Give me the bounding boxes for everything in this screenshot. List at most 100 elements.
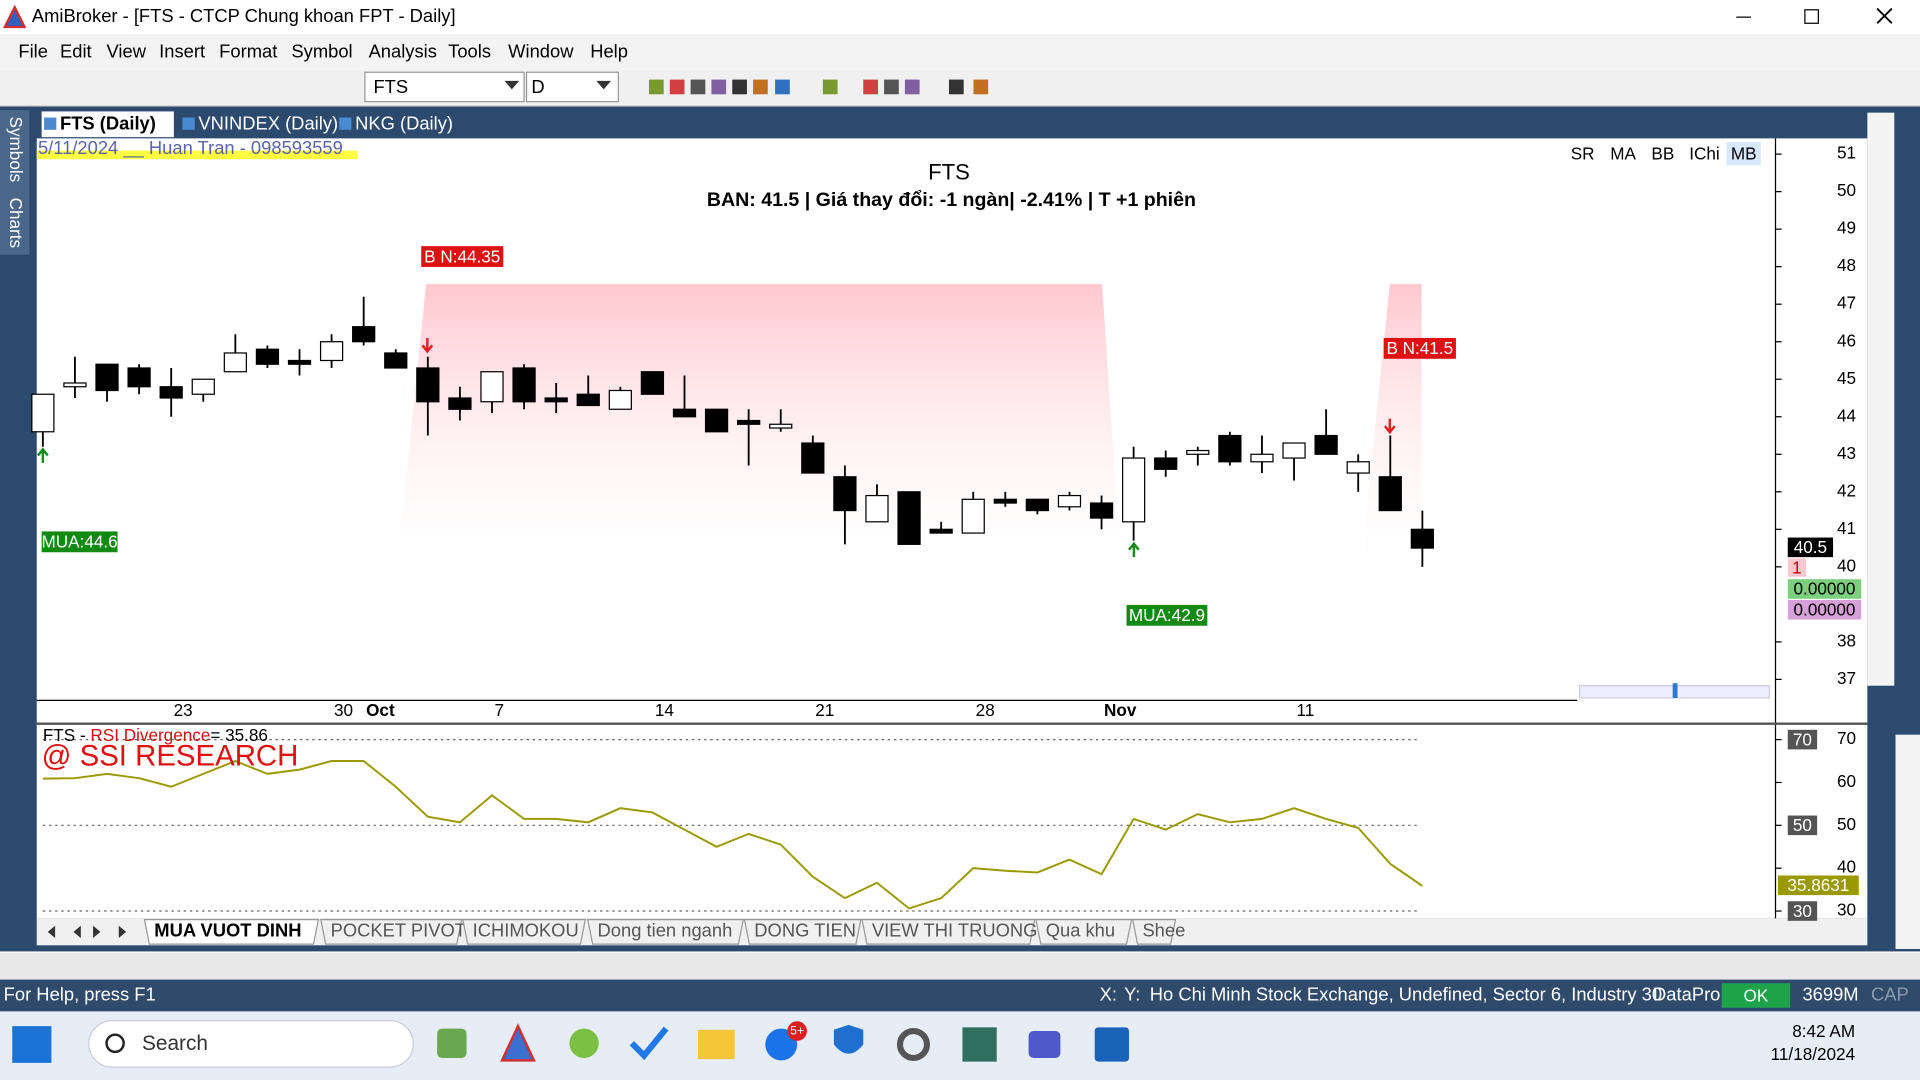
app-icon[interactable] (697, 1029, 735, 1060)
sell-zone (1361, 284, 1422, 558)
indicator-button-bg[interactable] (1567, 142, 1598, 166)
sheet-tab-label[interactable]: DONG TIEN (754, 920, 856, 941)
candle-body (801, 442, 825, 474)
sheet-tab-label[interactable]: ICHIMOKOU (473, 920, 579, 941)
chart-tab-label[interactable]: NKG (Daily) (355, 113, 453, 134)
search-box[interactable] (88, 1020, 414, 1068)
candle-body (640, 371, 665, 395)
menu-item[interactable]: Tools (448, 40, 491, 61)
candle-body (1378, 476, 1402, 512)
menu-item[interactable]: Insert (159, 40, 205, 61)
toolbar-button[interactable] (822, 79, 838, 95)
dropdown-arrow[interactable] (596, 80, 612, 90)
tab-nav[interactable] (47, 925, 127, 938)
menu-item[interactable]: Analysis (369, 40, 437, 61)
toolbar-button[interactable] (711, 79, 727, 95)
toolbar-button[interactable] (669, 79, 685, 95)
candle-body (1250, 453, 1274, 463)
sheet-tab[interactable] (1035, 918, 1133, 945)
sheet-tab[interactable] (320, 918, 463, 945)
candle-body (1346, 461, 1370, 474)
toolbar-button[interactable] (863, 79, 878, 95)
indicator-button-bg[interactable] (1726, 142, 1761, 166)
indicator-button-bg[interactable] (1602, 142, 1644, 166)
sheet-tab[interactable] (743, 918, 862, 945)
signal-label-bg (41, 531, 118, 553)
indicator-button-bg[interactable] (1645, 142, 1681, 166)
app-icon[interactable] (962, 1027, 997, 1062)
indicator-button[interactable]: BB (1651, 143, 1674, 163)
app-icon[interactable] (500, 1023, 536, 1062)
app-icon[interactable] (569, 1028, 599, 1058)
menu-item[interactable]: Edit (60, 40, 92, 61)
indicator-button[interactable]: IChi (1689, 143, 1719, 163)
start-button[interactable] (12, 1026, 52, 1063)
toolbar-button[interactable] (648, 79, 664, 95)
candle-body (737, 419, 761, 425)
x-tick-label: 7 (494, 700, 504, 720)
candle-body (352, 326, 376, 343)
buy-arrow (37, 447, 49, 463)
candle-body (865, 494, 889, 523)
side-tab[interactable]: Charts (6, 198, 26, 248)
sheet-tab[interactable] (861, 918, 1036, 945)
sheet-tab[interactable] (143, 918, 320, 945)
toolbar-button[interactable] (948, 79, 964, 95)
indicator-button-bg[interactable] (1684, 142, 1725, 166)
chart-tab-label[interactable]: VNINDEX (Daily) (198, 113, 338, 134)
app-icon[interactable] (896, 1027, 931, 1062)
y-tick-label: 43 (1837, 443, 1856, 463)
chart-tab[interactable] (41, 111, 174, 138)
candle-body (1154, 457, 1178, 470)
toolbar-button[interactable] (904, 79, 920, 95)
app-icon[interactable] (437, 1028, 467, 1058)
symbol-field[interactable]: FTS (373, 76, 408, 97)
menu-item[interactable]: Format (219, 40, 277, 61)
sheet-tab-label[interactable]: Qua khu (1046, 920, 1115, 941)
taskbar-apps (437, 1021, 1129, 1062)
y-tick-label: 50 (1837, 180, 1856, 200)
menu-item[interactable]: Window (508, 40, 574, 61)
chart-tab-label[interactable]: FTS (Daily) (60, 113, 156, 134)
rsi-last-label: 35.8631 (1787, 875, 1849, 895)
toolbar-button[interactable] (690, 79, 706, 95)
app-icon[interactable] (1094, 1027, 1129, 1062)
signal-label: B N:41.5 (1386, 338, 1453, 358)
toolbar-button[interactable] (884, 79, 899, 95)
interval-field[interactable]: D (531, 76, 544, 97)
menu-item[interactable]: Symbol (291, 40, 352, 61)
indicator-button[interactable]: SR (1571, 143, 1595, 163)
scroll-thumb[interactable] (1672, 683, 1678, 698)
indicator-button[interactable]: MB (1731, 143, 1757, 163)
side-tab[interactable]: Symbols (6, 117, 26, 183)
toolbar-button[interactable] (753, 79, 768, 95)
sheet-tab[interactable] (1131, 918, 1177, 945)
symbol-combo[interactable] (364, 71, 525, 103)
sheet-tab-label[interactable]: Dong tien nganh (598, 920, 733, 941)
sheet-tab[interactable] (462, 918, 587, 945)
maximize-button[interactable] (1804, 9, 1819, 24)
sheet-tab-label[interactable]: POCKET PIVOT (331, 920, 466, 941)
close-button[interactable] (1876, 7, 1893, 24)
sheet-tab-label[interactable]: Shee (1142, 920, 1185, 941)
sheet-tab-label[interactable]: VIEW THI TRUONG (872, 920, 1038, 941)
sheet-tab[interactable] (587, 918, 745, 945)
app-icon[interactable] (833, 1024, 864, 1054)
dropdown-arrow[interactable] (504, 80, 520, 90)
candle-body (416, 367, 440, 403)
menu-item[interactable]: File (18, 40, 48, 61)
menu-item[interactable]: Help (590, 40, 628, 61)
level-label-bg (1787, 901, 1818, 921)
tab-icon (44, 117, 57, 130)
app-icon[interactable] (629, 1026, 669, 1061)
toolbar-button[interactable] (732, 79, 747, 95)
menu-item[interactable]: View (107, 40, 147, 61)
toolbar-button[interactable] (973, 79, 989, 95)
y-tick-label: 40 (1837, 555, 1856, 575)
toolbar-button[interactable] (775, 79, 790, 95)
app-icon[interactable] (1028, 1031, 1061, 1058)
sheet-tab-label[interactable]: MUA VUOT DINH (154, 920, 301, 941)
search-placeholder[interactable]: Search (142, 1032, 208, 1055)
indicator-button[interactable]: MA (1610, 143, 1636, 163)
